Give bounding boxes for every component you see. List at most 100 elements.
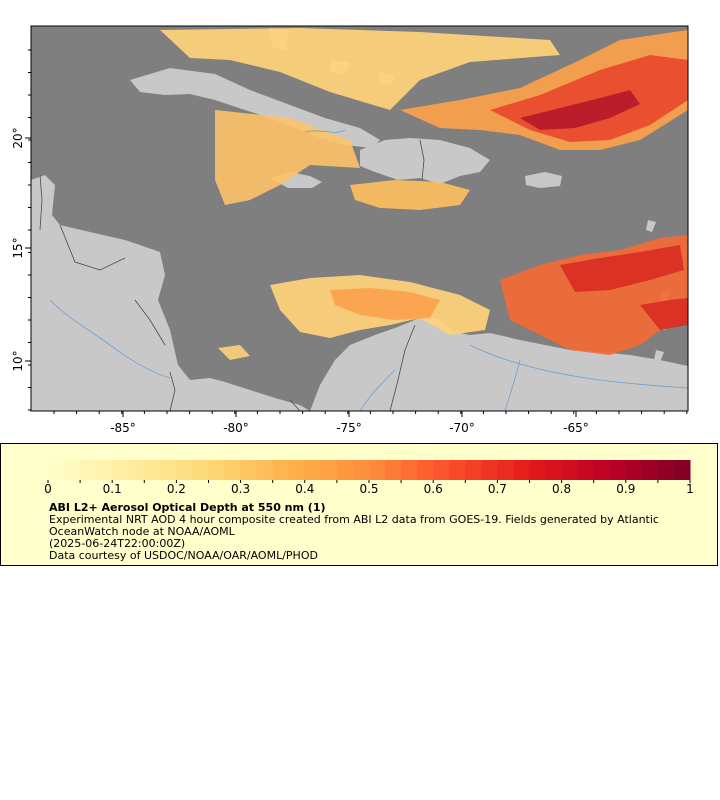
longitude-label: -80°	[223, 421, 249, 435]
colorbar-cell	[96, 460, 113, 480]
colorbar-cell	[336, 460, 354, 480]
colorbar-cell	[304, 460, 322, 480]
border	[289, 399, 301, 412]
colorbar-cell	[401, 460, 418, 480]
colorbar-cell	[433, 460, 450, 480]
aod-field-cuba-south	[215, 110, 360, 205]
colorbar-cell	[64, 460, 81, 480]
colorbar-cell	[208, 460, 226, 480]
border	[419, 139, 425, 181]
longitude-label: -65°	[563, 421, 589, 435]
latitude-label: 10°	[11, 350, 25, 371]
colorbar-tick-label: 0.6	[424, 482, 443, 496]
colorbar-cell	[224, 460, 242, 480]
border	[389, 324, 416, 412]
aod-field-north-light	[160, 28, 560, 110]
colorbar-cell	[625, 460, 643, 480]
colorbar-cell	[545, 460, 563, 480]
colorbar-tick-label: 0.3	[231, 482, 250, 496]
colorbar-tick-label: 0.9	[616, 482, 635, 496]
colorbar-tick-label: 0.8	[552, 482, 571, 496]
colorbar-cell	[144, 460, 161, 480]
colorbar-tick-label: 0	[44, 482, 52, 496]
aod-field-northeast-peak	[520, 90, 640, 130]
legend-timestamp: (2025-06-24T22:00:00Z)	[49, 537, 186, 550]
colorbar-cell	[497, 460, 514, 480]
colorbar-cell	[529, 460, 547, 480]
colorbar-cell	[176, 460, 193, 480]
border	[134, 299, 166, 346]
colorbar-cell	[657, 460, 675, 480]
border	[59, 224, 126, 271]
colorbar-tick-label: 0.7	[488, 482, 507, 496]
colorbar-cell	[112, 460, 129, 480]
colorbar-cell	[48, 460, 65, 480]
latitude-axis: 20° 15° 10°	[11, 49, 31, 411]
latitude-label: 15°	[11, 237, 25, 258]
colorbar-cell	[288, 460, 306, 480]
colorbar-cell	[577, 460, 595, 480]
legend-title: ABI L2+ Aerosol Optical Depth at 550 nm …	[49, 501, 326, 514]
colorbar-cell	[673, 460, 691, 480]
colorbar-cell	[256, 460, 274, 480]
colorbar-tick-label: 1	[686, 482, 694, 496]
colorbar-cell	[385, 460, 402, 480]
colorbar-cell	[513, 460, 530, 480]
colorbar-cell	[465, 460, 482, 480]
colorbar-cell	[593, 460, 611, 480]
colorbar-cells	[48, 460, 691, 480]
colorbar-cell	[417, 460, 434, 480]
border	[39, 174, 43, 231]
colorbar-cell	[128, 460, 145, 480]
colorbar-cell	[641, 460, 659, 480]
colorbar-tick-label: 0.1	[103, 482, 122, 496]
map-panel: -85° -80° -75° -70° -65° 20° 15° 10°	[11, 25, 689, 435]
longitude-label: -70°	[449, 421, 475, 435]
south-america	[310, 315, 688, 411]
puerto-rico	[525, 172, 562, 188]
colorbar-cell	[160, 460, 177, 480]
aod-field-southeast-patch	[640, 298, 688, 330]
colorbar-cell	[272, 460, 290, 480]
aod-field-south-mid	[330, 288, 440, 320]
colorbar-tick-label: 0.2	[167, 482, 186, 496]
colorbar-cell	[80, 460, 97, 480]
colorbar-cell	[192, 460, 209, 480]
river	[469, 344, 689, 389]
river	[49, 299, 171, 379]
aod-field-west-speck	[218, 345, 250, 360]
legend-credit: Data courtesy of USDOC/NOAA/OAR/AOML/PHO…	[49, 549, 318, 562]
latitude-label: 20°	[11, 127, 25, 148]
country-borders	[39, 139, 425, 412]
legend-description: Experimental NRT AOD 4 hour composite cr…	[49, 513, 659, 538]
colorbar-cell	[481, 460, 498, 480]
central-america	[31, 175, 310, 411]
aod-map: -85° -80° -75° -70° -65° 20° 15° 10°	[11, 25, 689, 435]
aerosol-optical-depth-field	[160, 28, 688, 360]
river	[304, 129, 346, 133]
colorbar-cell	[320, 460, 338, 480]
river	[359, 369, 396, 412]
aod-field-southeast-core	[560, 245, 684, 292]
colorbar-cell	[369, 460, 386, 480]
rivers	[49, 129, 689, 412]
colorbar-tick-label: 0.5	[359, 482, 378, 496]
longitude-axis: -85° -80° -75° -70° -65°	[53, 411, 688, 435]
colorbar-tick-label: 0.4	[295, 482, 314, 496]
cuba	[130, 68, 380, 148]
border	[169, 371, 176, 412]
longitude-label: -75°	[336, 421, 362, 435]
colorbar-cell	[609, 460, 627, 480]
colorbar-cell	[561, 460, 579, 480]
river	[504, 359, 521, 412]
colorbar-cell	[352, 460, 370, 480]
hispaniola	[360, 138, 490, 184]
colorbar-ticks: 0 0.1 0.2 0.3 0.4 0.5 0.6 0.7 0.8 0.9 1	[44, 480, 694, 496]
aod-colorbar: 0 0.1 0.2 0.3 0.4 0.5 0.6 0.7 0.8 0.9 1	[44, 460, 694, 496]
map-frame	[30, 25, 689, 412]
aod-field-hispaniola	[350, 180, 470, 210]
legend-panel: 0 0.1 0.2 0.3 0.4 0.5 0.6 0.7 0.8 0.9 1 ABI L2+ Ae…	[0, 443, 718, 566]
colorbar-cell	[240, 460, 258, 480]
colorbar-cell	[449, 460, 466, 480]
longitude-label: -85°	[110, 421, 136, 435]
